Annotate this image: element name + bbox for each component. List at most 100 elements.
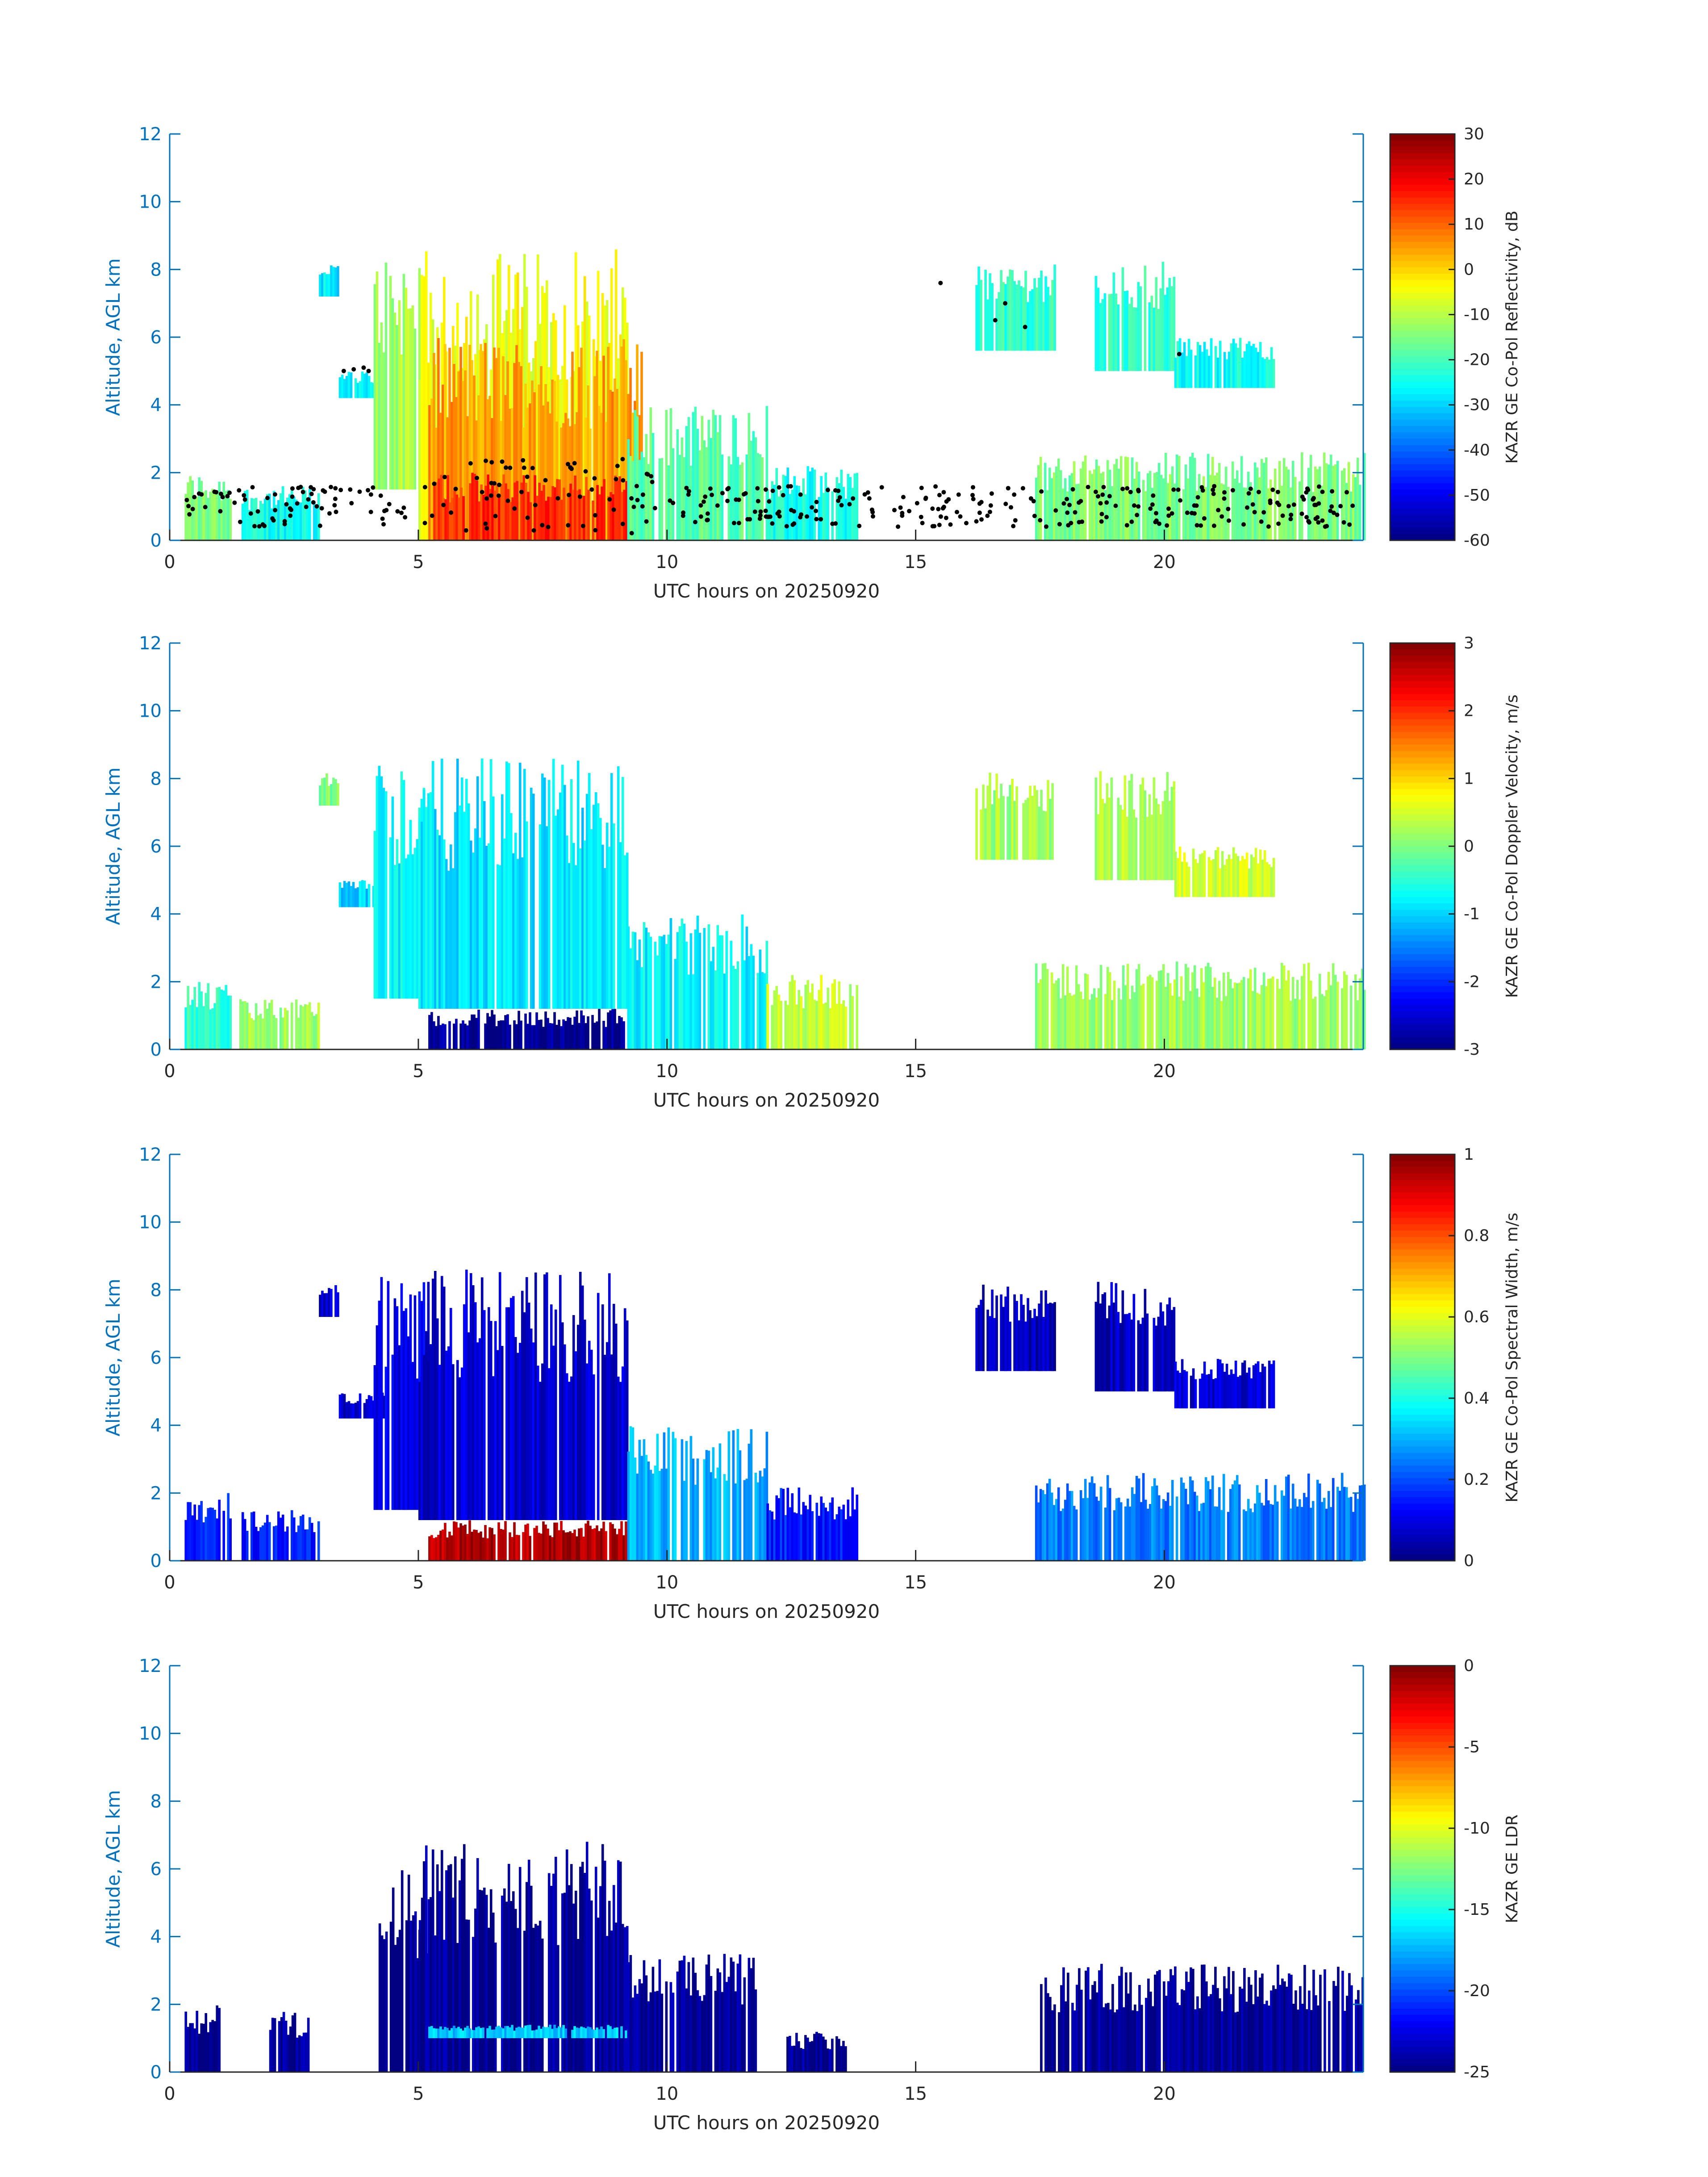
data-streak <box>321 273 324 297</box>
data-streak <box>205 1517 207 1561</box>
data-streak <box>763 1468 766 1561</box>
data-streak <box>730 1957 733 2072</box>
data-streak <box>526 407 529 540</box>
data-streak <box>525 821 528 1009</box>
data-streak <box>193 497 196 540</box>
data-streak <box>1286 1986 1288 2072</box>
cloud-base-dot <box>649 474 654 479</box>
data-streak <box>696 429 699 540</box>
cloud-base-dot <box>525 515 530 520</box>
data-streak <box>509 1298 513 1520</box>
data-streak <box>1349 1496 1353 1561</box>
data-streak <box>435 1537 438 1561</box>
data-streak <box>689 1436 693 1561</box>
data-streak <box>443 1939 446 2072</box>
data-streak <box>683 1481 686 1561</box>
cloud-base-dot <box>958 514 963 519</box>
data-streak <box>734 1991 737 2072</box>
data-streak <box>402 274 405 490</box>
colorbar-swatch <box>1390 1989 1455 1997</box>
cloud-base-dot <box>309 492 314 497</box>
data-streak <box>984 808 987 860</box>
cloud-base-dot <box>530 466 535 471</box>
data-streak <box>509 2027 511 2039</box>
data-streak <box>1144 266 1147 371</box>
data-streak <box>602 1521 605 1561</box>
data-streak <box>1037 1502 1040 1561</box>
data-streak <box>527 1303 530 1520</box>
cloud-base-dot <box>351 367 356 372</box>
data-streak <box>1192 1368 1195 1408</box>
data-streak <box>1269 978 1272 1049</box>
data-streak <box>464 1525 467 1561</box>
data-streak <box>1199 1379 1202 1408</box>
data-region <box>627 1426 768 1561</box>
data-streak <box>1230 1369 1233 1408</box>
data-streak <box>476 1858 479 2072</box>
data-streak <box>1129 1972 1132 2072</box>
data-streak <box>572 1903 575 2072</box>
data-streak <box>494 1943 497 2072</box>
data-streak <box>1153 1318 1156 1391</box>
data-streak <box>448 1531 451 1561</box>
data-streak <box>1169 1506 1172 1561</box>
cloud-base-dot <box>1100 492 1105 497</box>
data-streak <box>549 413 551 540</box>
data-streak <box>218 1500 221 1561</box>
data-streak <box>1329 1507 1332 1561</box>
data-region <box>1094 771 1176 880</box>
data-streak <box>707 420 710 540</box>
cloud-base-dot <box>1135 513 1140 518</box>
cloud-base-dot <box>403 515 408 520</box>
data-streak <box>712 409 715 540</box>
data-streak <box>1236 470 1239 540</box>
data-streak <box>345 1402 348 1419</box>
colorbar-swatch <box>1390 419 1455 426</box>
cloud-base-dot <box>956 492 961 497</box>
data-streak <box>401 1870 404 2072</box>
data-streak <box>562 423 565 540</box>
x-tick-label: 15 <box>904 1572 927 1593</box>
data-streak <box>718 1972 722 2072</box>
data-streak <box>793 980 796 1049</box>
data-streak <box>1245 1372 1249 1408</box>
data-streak <box>694 406 697 540</box>
data-streak <box>485 1895 488 2072</box>
cloud-base-dot <box>1328 509 1333 513</box>
data-streak <box>1254 848 1257 897</box>
data-streak <box>789 1507 792 1561</box>
data-streak <box>1201 351 1204 388</box>
cloud-base-dot <box>701 499 706 504</box>
data-streak <box>1329 985 1332 1049</box>
cloud-base-dot <box>790 522 795 527</box>
data-streak <box>851 996 854 1049</box>
data-streak <box>198 477 200 540</box>
data-streak <box>707 1954 710 2072</box>
data-streak <box>802 2049 805 2072</box>
data-streak <box>1176 341 1179 388</box>
data-streak <box>745 1479 748 1561</box>
data-streak <box>400 1283 403 1510</box>
cloud-base-dot <box>1104 515 1109 519</box>
cloud-base-dot <box>703 494 708 499</box>
data-streak <box>667 935 670 1049</box>
data-streak <box>1108 972 1111 1049</box>
data-streak <box>849 477 852 540</box>
data-streak <box>989 773 991 860</box>
data-streak <box>483 1888 486 2072</box>
data-streak <box>222 1511 225 1561</box>
cloud-base-dot <box>944 515 948 520</box>
data-streak <box>1150 815 1153 880</box>
data-streak <box>398 1345 401 1510</box>
data-streak <box>492 1912 495 2072</box>
data-streak <box>569 426 572 540</box>
data-streak <box>631 932 635 1049</box>
data-streak <box>211 1008 214 1049</box>
colorbar-swatch <box>1390 312 1455 319</box>
data-streak <box>515 345 518 540</box>
data-streak <box>313 1015 316 1049</box>
data-streak <box>471 2030 473 2039</box>
data-streak <box>1178 846 1182 897</box>
data-streak <box>1224 996 1228 1049</box>
data-streak <box>524 1013 527 1049</box>
